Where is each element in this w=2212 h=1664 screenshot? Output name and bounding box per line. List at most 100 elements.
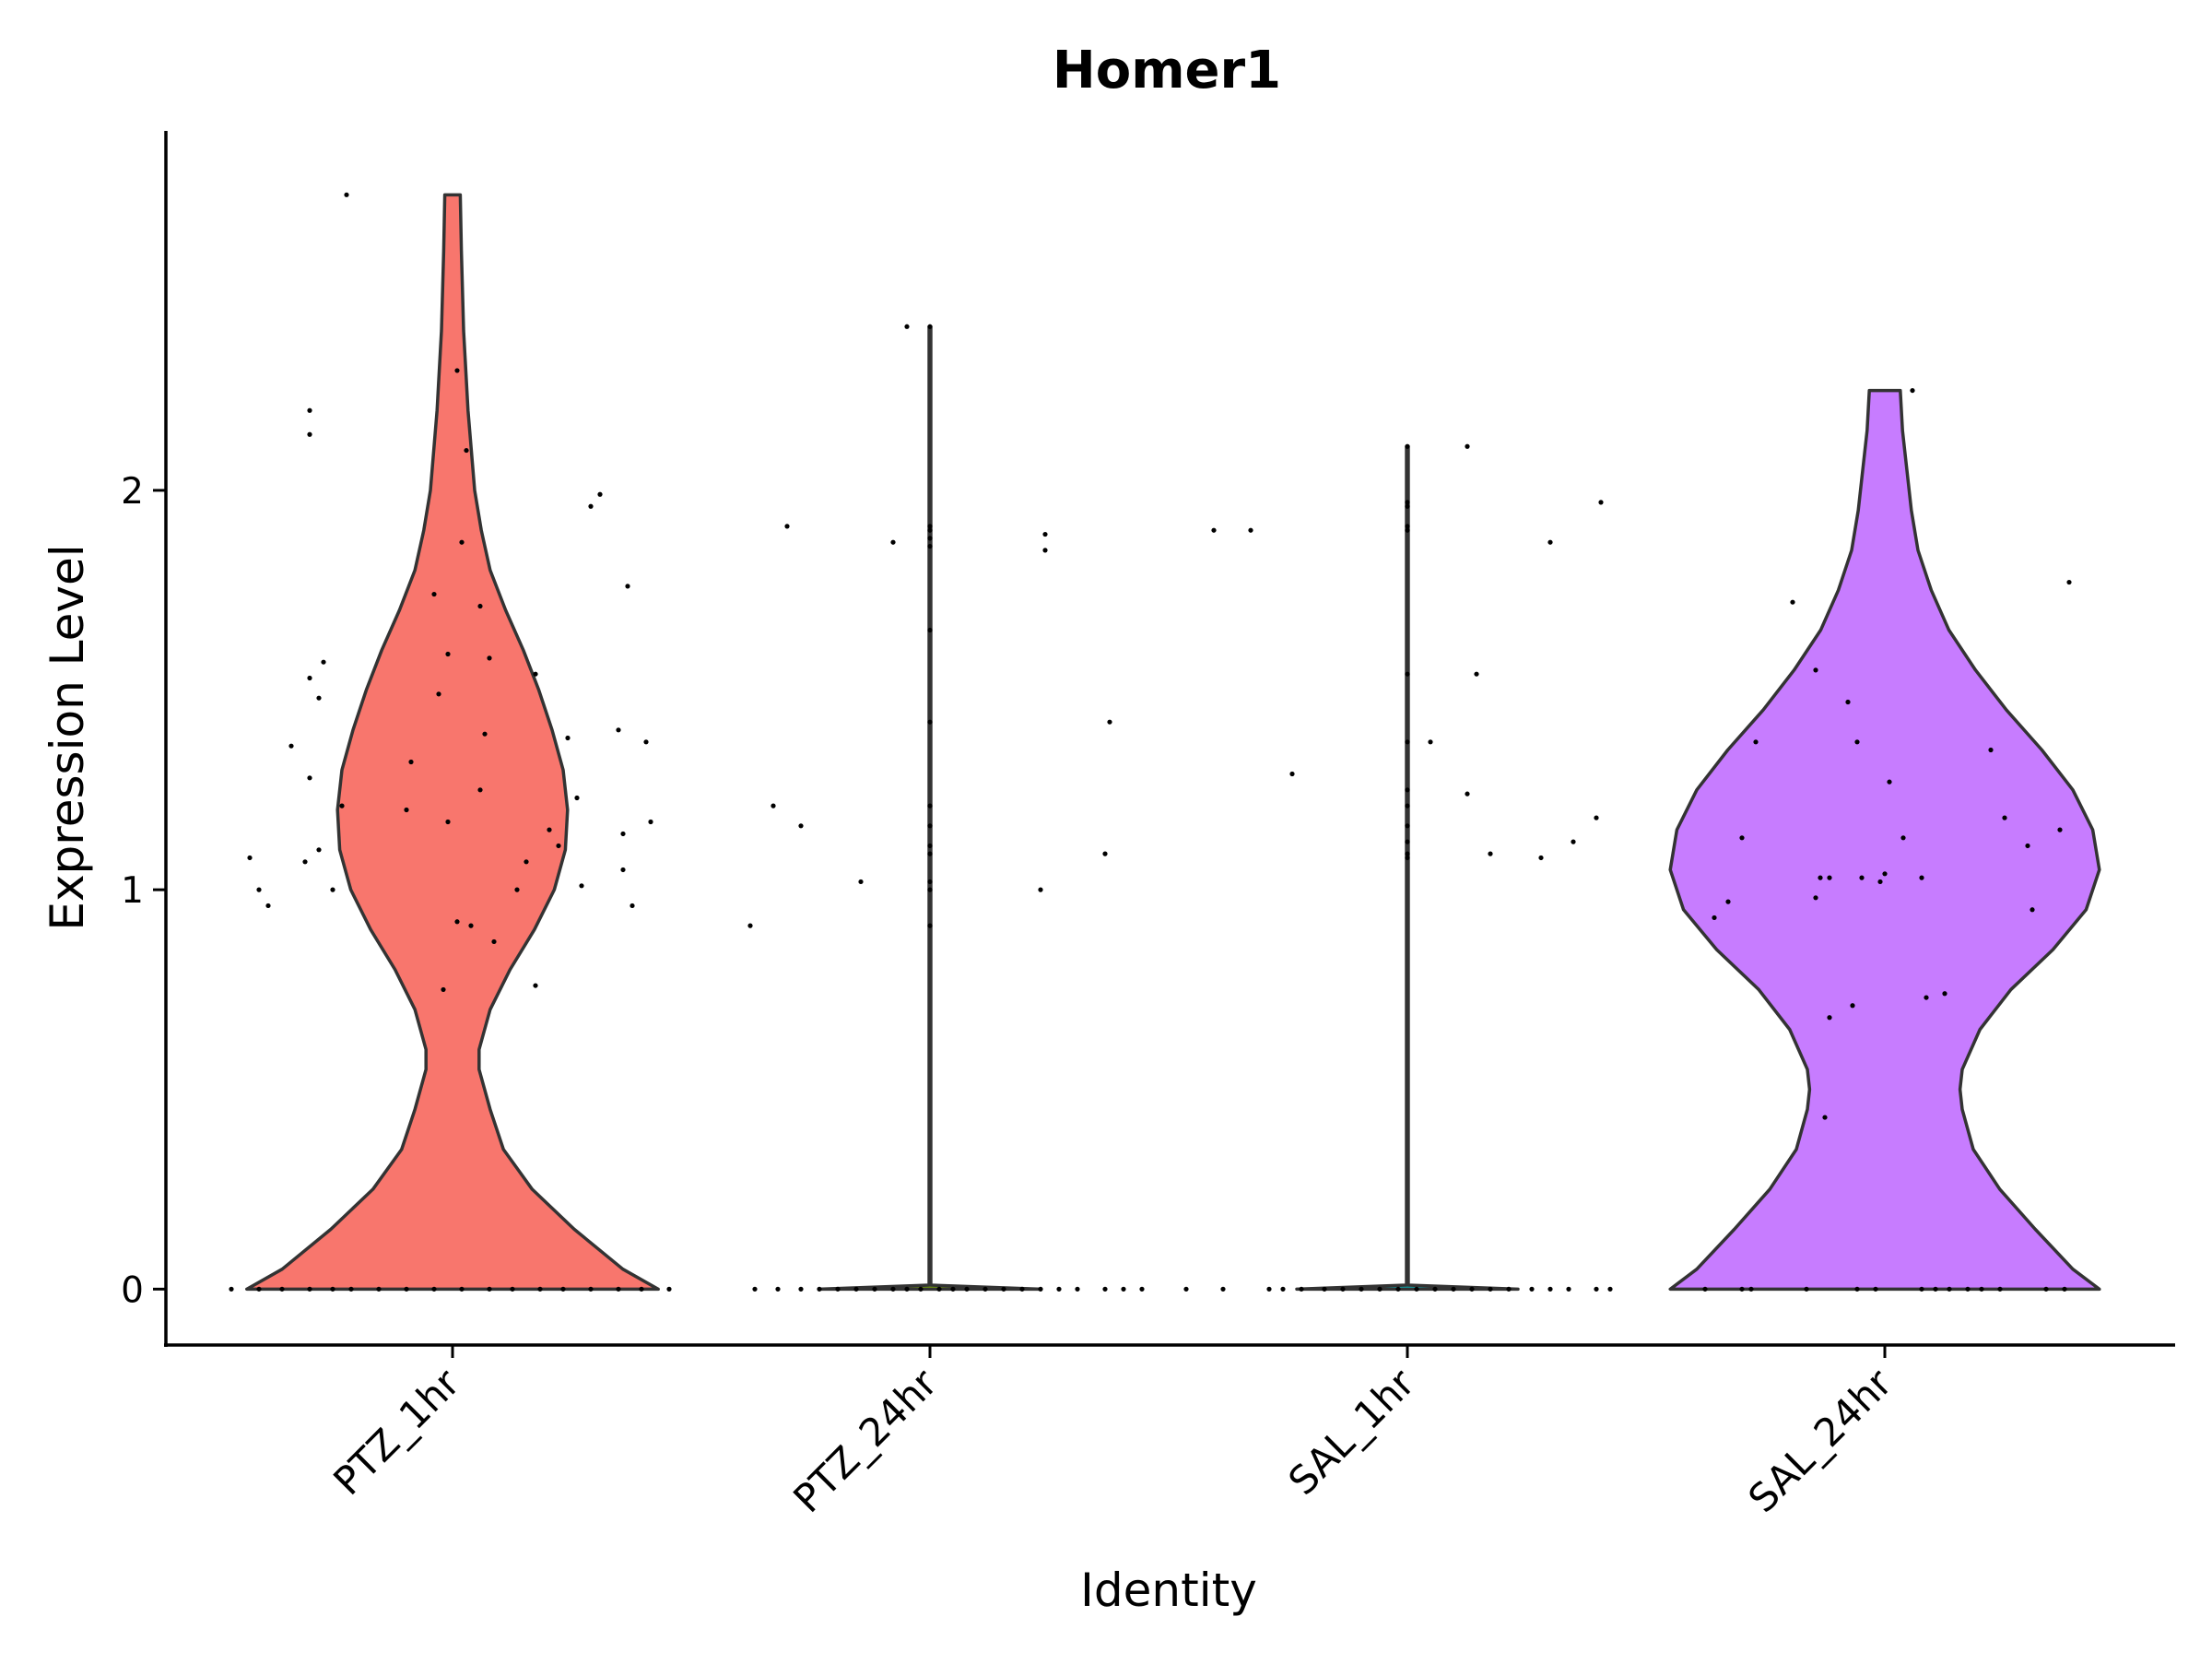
- data-point: [1887, 779, 1892, 785]
- data-point: [1405, 839, 1410, 844]
- data-point: [1566, 1286, 1571, 1292]
- data-point: [890, 539, 896, 545]
- data-point: [1474, 671, 1479, 677]
- y-tick-label: 2: [121, 471, 144, 513]
- data-point: [229, 1286, 234, 1292]
- data-point: [1405, 855, 1410, 861]
- data-point: [927, 324, 933, 329]
- data-point: [904, 324, 910, 329]
- data-point: [620, 831, 626, 837]
- data-point: [1075, 1286, 1080, 1292]
- data-point: [1405, 527, 1410, 533]
- data-point: [565, 735, 571, 741]
- data-point: [307, 407, 312, 413]
- data-point: [524, 859, 529, 865]
- data-point: [616, 1286, 621, 1292]
- data-point: [1280, 1286, 1286, 1292]
- points-sal-1hr: [1183, 443, 1613, 1292]
- data-point: [982, 1286, 988, 1292]
- data-point: [872, 1286, 877, 1292]
- data-point: [775, 1286, 781, 1292]
- data-point: [1822, 1115, 1828, 1120]
- data-point: [1882, 871, 1888, 877]
- data-point: [1919, 1286, 1924, 1292]
- data-point: [1607, 1286, 1613, 1292]
- data-point: [927, 524, 933, 529]
- data-point: [482, 731, 488, 737]
- data-point: [1598, 500, 1604, 505]
- chart-title: Homer1: [1053, 41, 1281, 100]
- data-point: [454, 368, 460, 373]
- data-point: [1107, 719, 1112, 725]
- data-point: [514, 887, 520, 892]
- data-point: [1299, 1286, 1304, 1292]
- data-point: [477, 787, 483, 793]
- data-point: [307, 675, 312, 681]
- data-point: [927, 536, 933, 541]
- data-point: [1997, 1286, 2003, 1292]
- data-point: [560, 1286, 566, 1292]
- data-point: [436, 691, 441, 697]
- data-point: [620, 867, 626, 873]
- data-point: [404, 807, 409, 813]
- data-point: [625, 584, 630, 589]
- data-point: [1854, 739, 1860, 745]
- data-point: [927, 843, 933, 849]
- data-point: [1547, 1286, 1553, 1292]
- data-point: [431, 591, 437, 597]
- data-point: [1183, 1286, 1189, 1292]
- data-point: [1405, 443, 1410, 449]
- data-point: [468, 923, 474, 928]
- data-point: [1804, 1286, 1809, 1292]
- data-point: [487, 1286, 492, 1292]
- data-point: [927, 527, 933, 533]
- data-point: [1019, 1286, 1025, 1292]
- data-point: [1529, 1286, 1535, 1292]
- data-point: [927, 803, 933, 808]
- data-point: [302, 859, 308, 865]
- data-point: [1038, 887, 1043, 892]
- data-point: [376, 1286, 382, 1292]
- data-point: [454, 919, 460, 925]
- data-point: [950, 1286, 956, 1292]
- data-point: [279, 1286, 285, 1292]
- data-point: [1965, 1286, 1971, 1292]
- y-axis-ticks: 0 1 2: [121, 471, 166, 1311]
- data-point: [1873, 1286, 1878, 1292]
- data-point: [1933, 1286, 1938, 1292]
- data-point: [1465, 791, 1470, 797]
- data-point: [927, 823, 933, 829]
- data-point: [1469, 1286, 1475, 1292]
- data-point: [1488, 1286, 1493, 1292]
- data-point: [307, 775, 312, 781]
- data-point: [1465, 443, 1470, 449]
- data-point: [1942, 991, 1947, 997]
- data-point: [1924, 995, 1929, 1000]
- data-point: [1790, 599, 1795, 605]
- data-point: [1056, 1286, 1062, 1292]
- data-point: [1877, 879, 1883, 885]
- data-point: [771, 803, 776, 808]
- data-point: [927, 627, 933, 633]
- data-point: [307, 431, 312, 437]
- y-tick-label: 0: [121, 1269, 144, 1311]
- data-point: [784, 524, 790, 529]
- data-point: [798, 1286, 804, 1292]
- data-point: [537, 1286, 543, 1292]
- data-point: [1266, 1286, 1272, 1292]
- data-point: [1910, 387, 1915, 394]
- data-point: [491, 938, 497, 945]
- data-point: [1451, 1286, 1456, 1292]
- data-point: [1571, 839, 1576, 844]
- data-point: [556, 843, 561, 849]
- data-point: [487, 655, 492, 661]
- data-point: [1432, 1286, 1438, 1292]
- data-point: [648, 819, 653, 825]
- data-point: [1248, 527, 1253, 533]
- data-point: [747, 923, 753, 928]
- data-point: [835, 1286, 841, 1292]
- data-point: [2062, 1286, 2067, 1292]
- data-point: [927, 543, 933, 549]
